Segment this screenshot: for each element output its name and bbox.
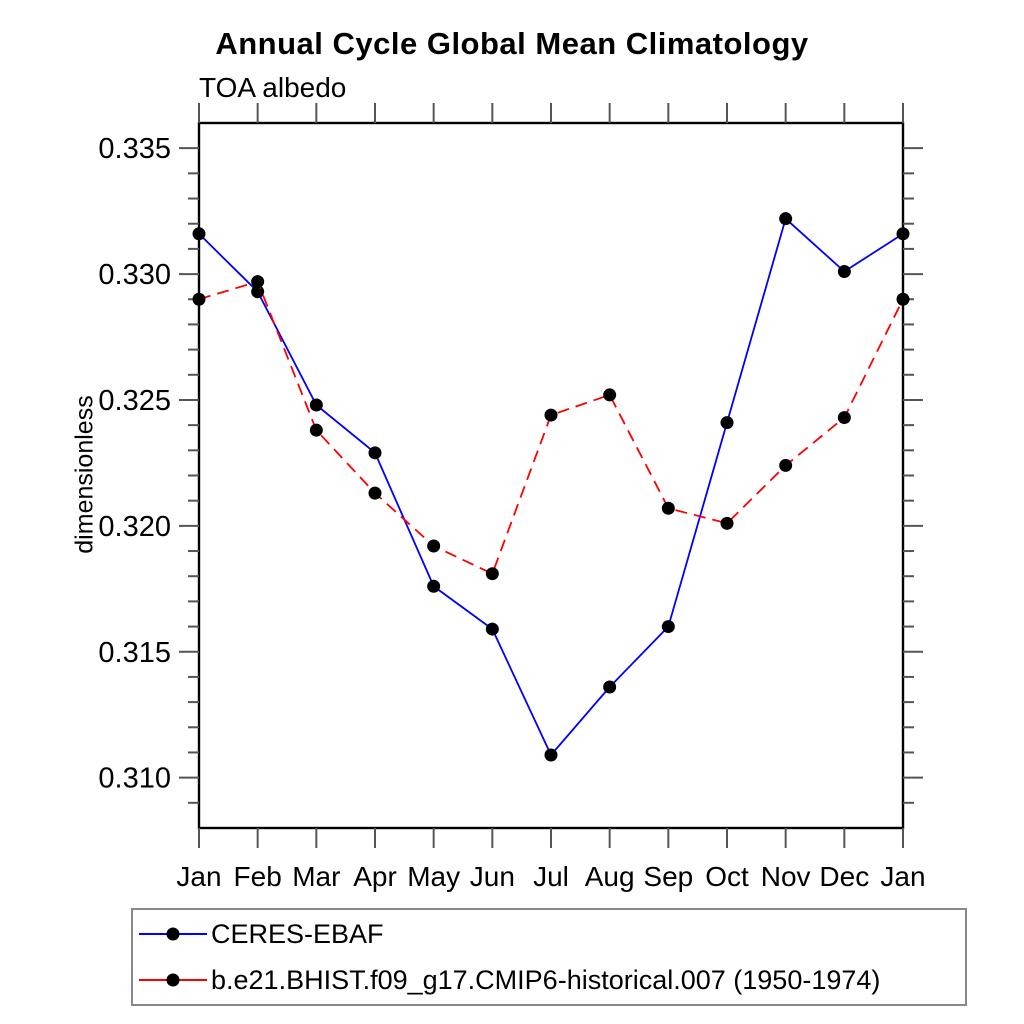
data-point-marker — [661, 620, 675, 634]
chart-subtitle: TOA albedo — [199, 72, 347, 103]
chart-title: Annual Cycle Global Mean Climatology — [215, 26, 809, 61]
x-tick-label: Jul — [533, 861, 569, 892]
x-tick-label: May — [407, 861, 460, 892]
x-tick-label: Oct — [705, 861, 749, 892]
legend-label-model: b.e21.BHIST.f09_g17.CMIP6-historical.007… — [211, 964, 881, 995]
data-point-marker — [720, 516, 734, 530]
x-tick-label: Sep — [643, 861, 693, 892]
legend-line-sample-dashed — [139, 973, 207, 987]
data-point-marker — [192, 292, 206, 306]
series-line-1 — [198, 280, 904, 575]
data-point-marker — [309, 423, 323, 437]
data-point-marker — [720, 416, 734, 430]
x-tick-label: Aug — [585, 861, 635, 892]
data-point-marker — [544, 748, 558, 762]
data-point-marker — [485, 567, 499, 581]
data-point-marker — [779, 458, 793, 472]
data-point-marker — [368, 446, 382, 460]
data-point-marker — [251, 275, 265, 289]
data-point-marker — [544, 408, 558, 422]
y-tick-label: 0.330 — [98, 259, 171, 291]
data-point-marker — [427, 579, 441, 593]
data-point-marker — [896, 292, 910, 306]
data-point-marker — [485, 622, 499, 636]
data-point-marker — [603, 680, 617, 694]
legend: CERES-EBAF b.e21.BHIST.f09_g17.CMIP6-his… — [131, 908, 967, 1006]
series-line-0 — [198, 217, 904, 757]
x-tick-label: Nov — [761, 861, 811, 892]
x-tick-label: Mar — [292, 861, 340, 892]
data-point-marker — [779, 212, 793, 226]
data-point-marker — [368, 486, 382, 500]
data-point-marker — [661, 501, 675, 515]
y-tick-label: 0.315 — [98, 637, 171, 669]
data-point-marker — [603, 388, 617, 402]
data-point-marker — [309, 398, 323, 412]
x-tick-label: Jan — [176, 861, 221, 892]
data-point-marker — [837, 265, 851, 279]
x-tick-label: Jun — [470, 861, 515, 892]
legend-label-obs: CERES-EBAF — [211, 918, 384, 949]
x-tick-label: Apr — [353, 861, 397, 892]
x-tick-label: Jan — [880, 861, 925, 892]
y-tick-label: 0.325 — [98, 385, 171, 417]
data-point-marker — [192, 227, 206, 241]
legend-line-sample-solid — [139, 927, 207, 941]
y-tick-label: 0.310 — [98, 763, 171, 795]
data-point-marker — [896, 227, 910, 241]
x-tick-label: Feb — [234, 861, 282, 892]
y-tick-label: 0.320 — [98, 511, 171, 543]
legend-item-model: b.e21.BHIST.f09_g17.CMIP6-historical.007… — [133, 958, 965, 1002]
data-point-marker — [837, 411, 851, 425]
data-point-marker — [427, 539, 441, 553]
x-tick-label: Dec — [819, 861, 869, 892]
y-tick-label: 0.335 — [98, 133, 171, 165]
legend-item-obs: CERES-EBAF — [133, 912, 965, 956]
